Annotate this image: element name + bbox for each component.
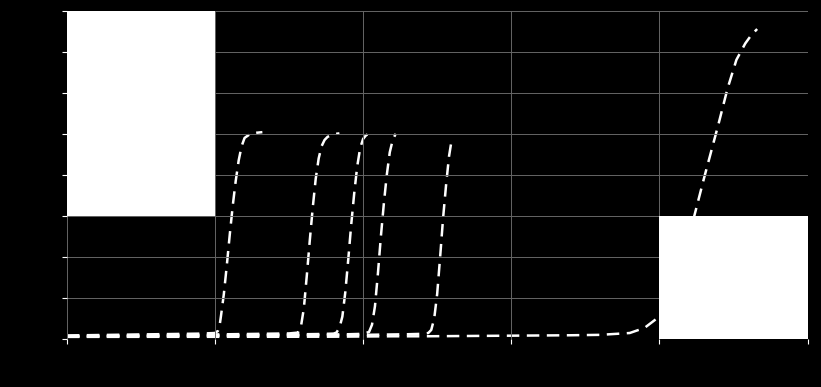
Y-axis label: Deslocamento lateral no meio do vão (m): Deslocamento lateral no meio do vão (m) [6, 59, 16, 291]
Bar [67, 10, 215, 216]
Bar [659, 216, 815, 339]
X-axis label: Tempo (minutos): Tempo (minutos) [378, 367, 496, 382]
